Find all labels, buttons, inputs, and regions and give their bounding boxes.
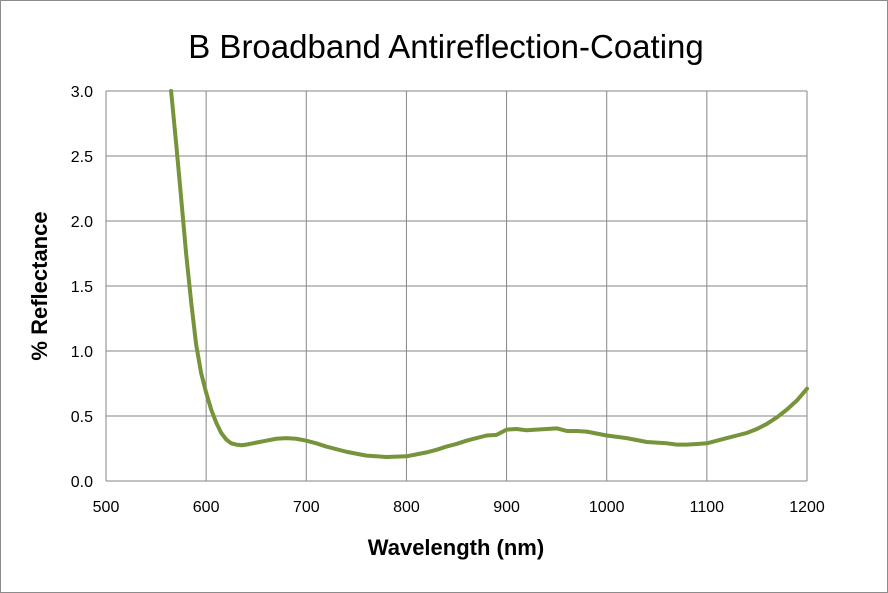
x-tick-label: 1200: [789, 499, 825, 516]
x-axis-label: Wavelength (nm): [368, 535, 544, 560]
y-tick-label: 1.0: [71, 344, 93, 361]
x-tick-label: 1000: [589, 499, 625, 516]
x-tick-label: 500: [93, 499, 120, 516]
x-tick-label: 700: [293, 499, 320, 516]
y-tick-label: 1.5: [71, 279, 93, 296]
y-tick-label: 3.0: [71, 84, 93, 101]
y-tick-label: 0.5: [71, 409, 93, 426]
x-tick-label: 1100: [690, 499, 725, 516]
grid-layer: [105, 90, 808, 482]
series-layer: [169, 89, 809, 459]
tick-layer: 500 600 700 800 900 1000 1100 1200 0.0 0.5 1.0 1.5 2…: [71, 84, 825, 516]
y-tick-label: 0.0: [71, 474, 93, 491]
y-tick-label: 2.5: [71, 149, 93, 166]
x-tick-label: 600: [193, 499, 220, 516]
chart-title: B Broadband Antireflection-Coating: [188, 28, 704, 65]
x-tick-label: 800: [393, 499, 420, 516]
y-tick-label: 2.0: [71, 214, 93, 231]
reflectance-series-line: [169, 89, 809, 459]
y-axis-label: % Reflectance: [27, 211, 52, 360]
x-tick-label: 900: [493, 499, 520, 516]
